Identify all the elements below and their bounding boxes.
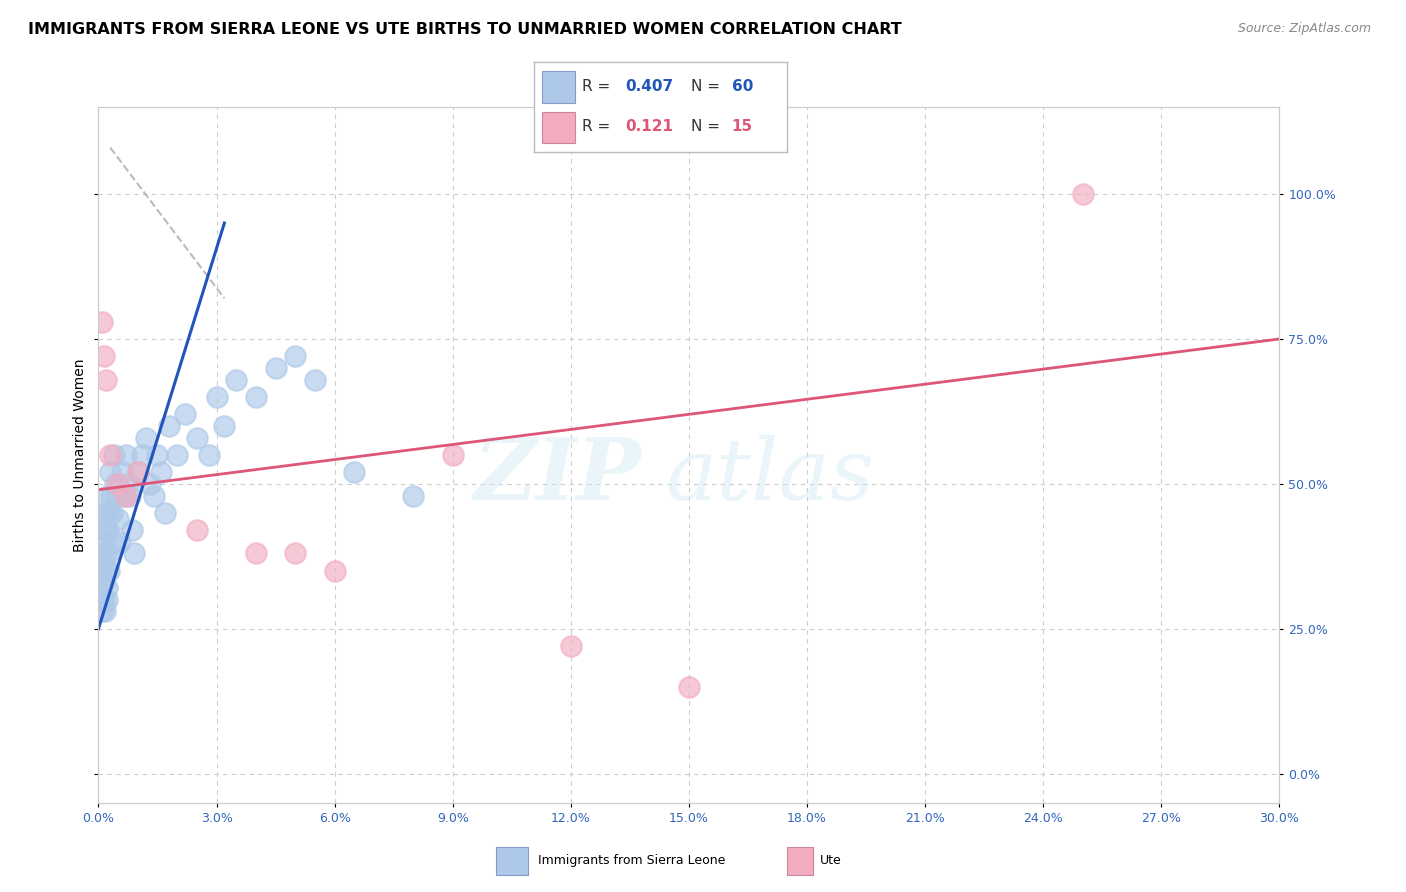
Point: [94, 506, 117, 520]
Y-axis label: Births to Unmarried Women: Births to Unmarried Women: [73, 359, 87, 551]
Point: [186, 523, 208, 537]
Point: [135, 431, 157, 445]
Point: [97, 546, 120, 561]
Point: [284, 350, 307, 364]
Point: [138, 476, 160, 491]
Text: Ute: Ute: [820, 854, 841, 866]
Point: [115, 448, 138, 462]
Point: [284, 546, 307, 561]
Point: [97, 506, 120, 520]
Point: [304, 373, 326, 387]
Point: [94, 523, 117, 537]
Point: [264, 361, 287, 376]
Text: 15: 15: [731, 120, 752, 134]
Point: [678, 680, 700, 694]
Text: IMMIGRANTS FROM SIERRA LEONE VS UTE BIRTHS TO UNMARRIED WOMEN CORRELATION CHART: IMMIGRANTS FROM SIERRA LEONE VS UTE BIRT…: [28, 22, 901, 37]
Point: [122, 546, 145, 561]
Point: [225, 373, 247, 387]
Point: [93, 350, 115, 364]
Point: [112, 489, 135, 503]
Point: [93, 575, 115, 590]
Point: [101, 506, 124, 520]
Point: [97, 523, 120, 537]
Point: [111, 466, 134, 480]
Point: [245, 546, 267, 561]
FancyBboxPatch shape: [541, 112, 575, 143]
Point: [107, 476, 129, 491]
Point: [214, 419, 236, 434]
Point: [91, 546, 114, 561]
Text: ZIP: ZIP: [474, 434, 641, 517]
FancyBboxPatch shape: [787, 847, 813, 875]
Point: [1071, 187, 1094, 202]
Point: [96, 582, 118, 596]
Point: [93, 605, 115, 619]
Point: [93, 592, 115, 607]
Point: [127, 466, 149, 480]
Point: [186, 431, 208, 445]
Point: [108, 534, 131, 549]
Text: 60: 60: [731, 79, 754, 94]
FancyBboxPatch shape: [496, 847, 529, 875]
Point: [107, 511, 129, 525]
Point: [205, 390, 228, 404]
Point: [197, 448, 219, 462]
Point: [100, 489, 122, 503]
Point: [90, 582, 112, 596]
Point: [157, 419, 180, 434]
Point: [103, 448, 125, 462]
Point: [89, 564, 111, 578]
Point: [118, 489, 141, 503]
Text: 0.407: 0.407: [626, 79, 673, 94]
Point: [245, 390, 267, 404]
Point: [91, 605, 114, 619]
Point: [150, 466, 173, 480]
Point: [90, 592, 112, 607]
Point: [560, 639, 582, 653]
Point: [174, 407, 197, 422]
Point: [94, 546, 117, 561]
Point: [93, 558, 115, 573]
Text: R =: R =: [582, 120, 620, 134]
Point: [127, 466, 149, 480]
Point: [96, 564, 118, 578]
Text: 0.121: 0.121: [626, 120, 673, 134]
Text: N =: N =: [692, 120, 725, 134]
Point: [117, 476, 139, 491]
Point: [121, 523, 143, 537]
Point: [91, 523, 114, 537]
Point: [131, 448, 153, 462]
Point: [105, 489, 128, 503]
Point: [98, 466, 121, 480]
Point: [96, 373, 118, 387]
Point: [146, 448, 169, 462]
Point: [98, 448, 121, 462]
Point: [343, 466, 366, 480]
Text: atlas: atlas: [665, 434, 875, 517]
Text: R =: R =: [582, 79, 616, 94]
Point: [104, 476, 127, 491]
Point: [115, 489, 138, 503]
Text: Immigrants from Sierra Leone: Immigrants from Sierra Leone: [538, 854, 725, 866]
Point: [142, 489, 165, 503]
Point: [155, 506, 177, 520]
Point: [96, 592, 118, 607]
FancyBboxPatch shape: [541, 71, 575, 103]
Point: [402, 489, 425, 503]
Point: [441, 448, 464, 462]
Point: [91, 315, 114, 329]
Point: [323, 564, 346, 578]
Point: [103, 534, 125, 549]
Point: [91, 534, 114, 549]
Point: [166, 448, 188, 462]
Text: Source: ZipAtlas.com: Source: ZipAtlas.com: [1237, 22, 1371, 36]
Text: N =: N =: [692, 79, 725, 94]
Point: [98, 564, 121, 578]
Point: [96, 489, 118, 503]
